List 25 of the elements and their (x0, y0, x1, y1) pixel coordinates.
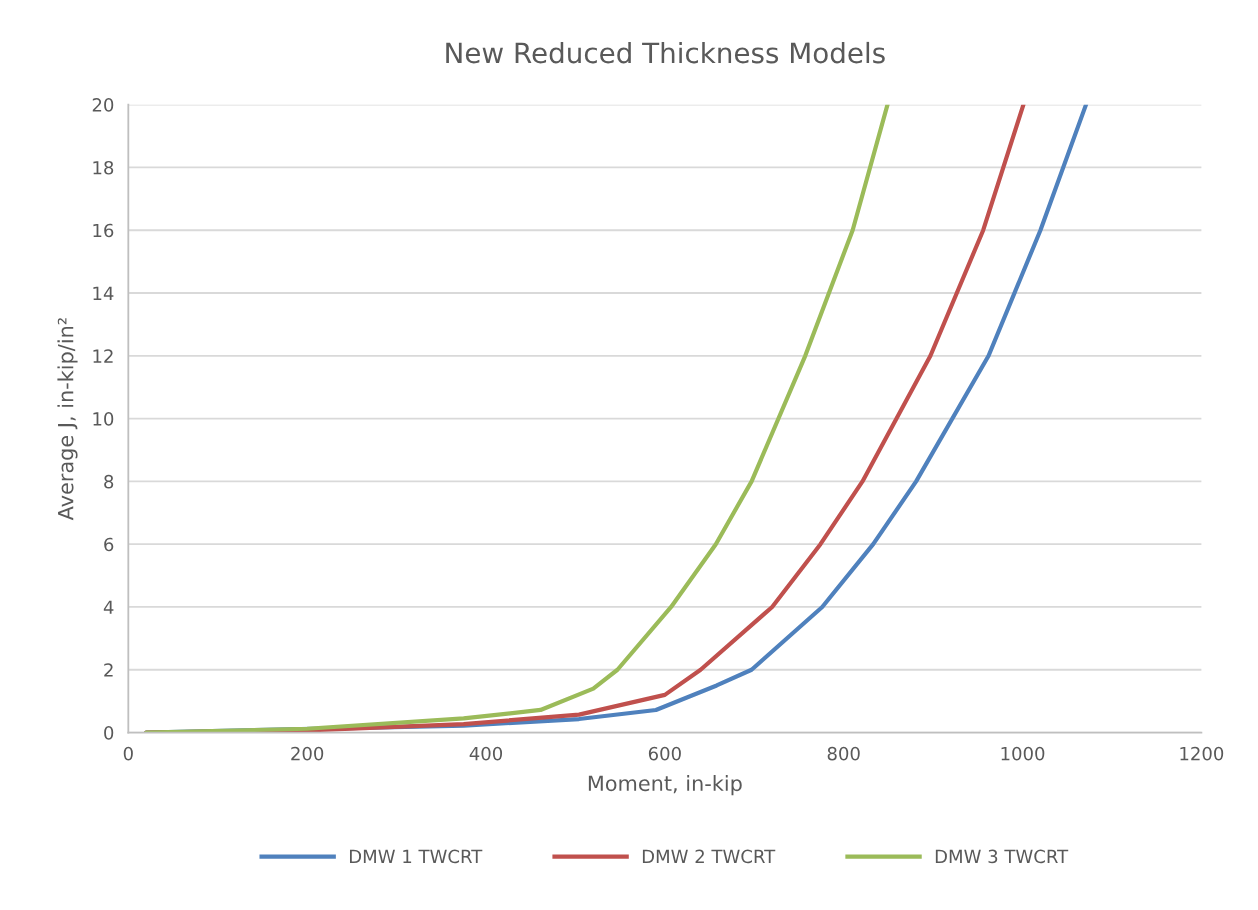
y-axis-title: Average J, in-kip/in² (57, 318, 78, 521)
x-axis-title: Moment, in-kip (588, 775, 742, 796)
y-tick-label: 16 (93, 223, 114, 238)
x-tick-label: 1200 (1180, 746, 1224, 761)
y-tick-label: 14 (93, 286, 114, 300)
y-tick-label: 10 (93, 412, 114, 426)
y-tick-label: 0 (104, 726, 114, 740)
y-tick-label: 20 (92, 98, 114, 112)
y-tick-label: 12 (93, 349, 113, 363)
x-tick-label: 600 (648, 746, 681, 761)
chart-title: New Reduced Thickness Models (446, 41, 885, 64)
legend-label: DMW 3 TWCRT (935, 849, 1069, 864)
y-tick-label: 8 (104, 474, 114, 489)
x-tick-label: 0 (123, 746, 133, 761)
y-tick-label: 18 (93, 160, 114, 175)
line-series (144, 104, 890, 733)
y-tick-label: 2 (104, 663, 113, 677)
x-tick-label: 1000 (1001, 746, 1045, 761)
y-tick-label: 6 (104, 537, 114, 552)
x-tick-label: 400 (469, 746, 503, 761)
x-tick-label: 200 (291, 746, 324, 761)
y-tick-label: 4 (103, 600, 114, 614)
legend-label: DMW 1 TWCRT (349, 849, 483, 864)
legend-label: DMW 2 TWCRT (642, 849, 776, 864)
x-tick-label: 800 (827, 746, 860, 761)
